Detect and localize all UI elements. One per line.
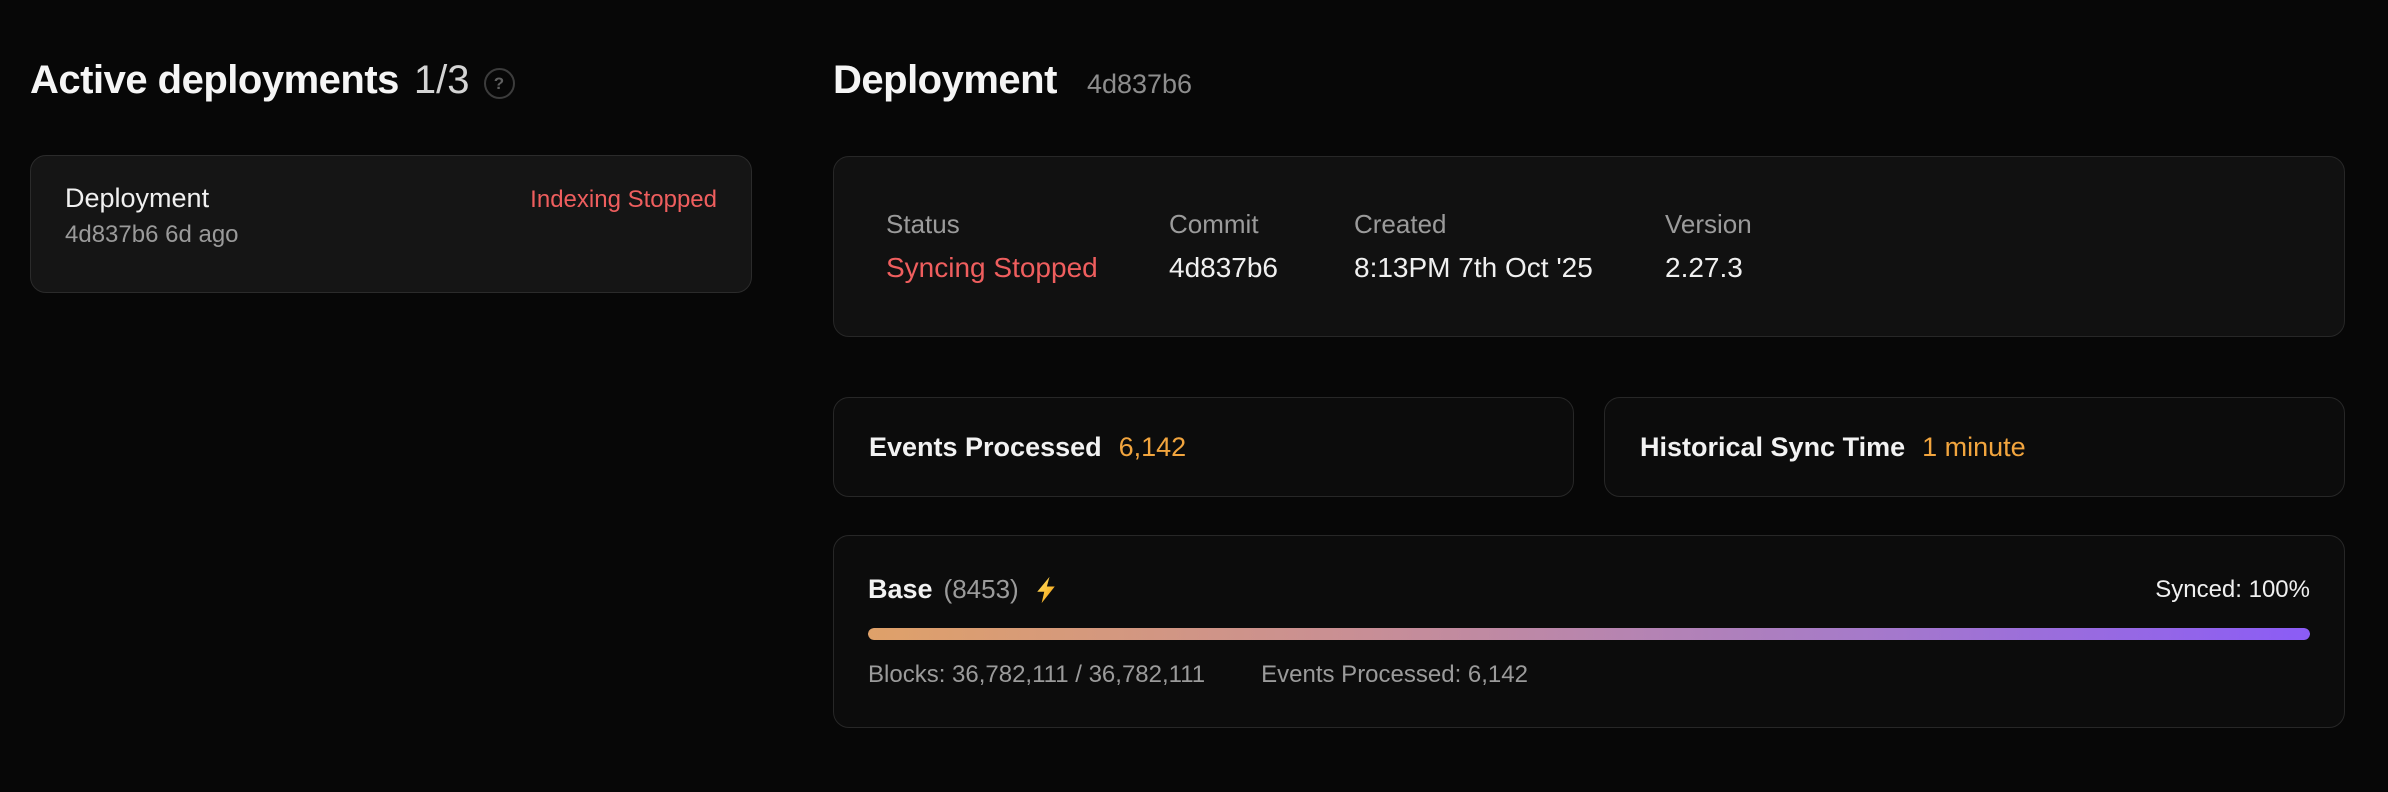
field-label: Commit: [1169, 209, 1259, 239]
lightning-bolt-icon: [1036, 576, 1055, 603]
chain-header: Base (8453) Synced: 100%: [868, 574, 2310, 605]
chain-name: Base: [868, 574, 933, 604]
overview-field-commit: Commit 4d837b6: [1169, 209, 1354, 284]
active-deployments-title: Active deployments: [30, 58, 399, 102]
events-processed-card: Events Processed 6,142: [833, 397, 1574, 497]
field-label: Created: [1354, 209, 1447, 239]
commit-value: 4d837b6: [1169, 252, 1279, 283]
overview-field-created: Created 8:13PM 7th Oct '25: [1354, 209, 1665, 284]
chain-identity: Base (8453): [868, 574, 1060, 605]
synced-percentage: Synced: 100%: [2155, 575, 2310, 603]
deployment-detail-panel: Deployment 4d837b6 Status Syncing Stoppe…: [833, 0, 2345, 728]
stats-row: Events Processed 6,142 Historical Sync T…: [833, 397, 2345, 497]
blocks-progress: Blocks: 36,782,111 / 36,782,111: [868, 661, 1206, 688]
overview-field-version: Version 2.27.3: [1665, 209, 1752, 284]
active-deployments-header: Active deployments 1/3 ?: [30, 58, 752, 103]
field-label: Version: [1665, 209, 1752, 239]
deployment-list-item-top-row: Deployment Indexing Stopped: [65, 183, 717, 214]
chain-sync-card: Base (8453) Synced: 100%: [833, 535, 2345, 728]
sync-progress-fill: [868, 628, 2310, 640]
historical-sync-value: 1 minute: [1922, 431, 2026, 462]
version-value: 2.27.3: [1665, 252, 1743, 283]
sync-progress-track: [868, 628, 2310, 640]
created-value: 8:13PM 7th Oct '25: [1354, 252, 1593, 283]
historical-sync-card: Historical Sync Time 1 minute: [1604, 397, 2345, 497]
active-deployments-panel: Active deployments 1/3 ? Deployment Inde…: [30, 0, 752, 293]
deployment-item-name: Deployment: [65, 183, 210, 213]
deployment-list-item[interactable]: Deployment Indexing Stopped 4d837b6 6d a…: [30, 155, 752, 293]
commit-hash: 4d837b6: [1086, 69, 1193, 99]
overview-panel: Status Syncing Stopped Commit 4d837b6 Cr…: [833, 156, 2345, 337]
overview-field-status: Status Syncing Stopped: [886, 209, 1169, 284]
chain-footer: Blocks: 36,782,111 / 36,782,111 Events P…: [868, 661, 2310, 689]
chain-events-processed: Events Processed: 6,142: [1261, 661, 1528, 688]
page-title: Deployment: [833, 58, 1057, 102]
help-icon[interactable]: ?: [483, 68, 515, 99]
status-value: Syncing Stopped: [886, 252, 1098, 283]
deployment-item-meta: 4d837b6 6d ago: [65, 221, 239, 248]
events-processed-value: 6,142: [1118, 431, 1187, 462]
events-processed-label: Events Processed: [869, 431, 1102, 462]
deployment-detail-header: Deployment 4d837b6: [833, 58, 2345, 103]
deployment-status-badge: Indexing Stopped: [530, 186, 717, 213]
field-label: Status: [886, 209, 960, 239]
deployments-count: 1/3: [413, 58, 470, 102]
chain-id: (8453): [943, 574, 1019, 604]
historical-sync-label: Historical Sync Time: [1640, 431, 1906, 462]
question-mark-glyph: ?: [493, 73, 505, 93]
